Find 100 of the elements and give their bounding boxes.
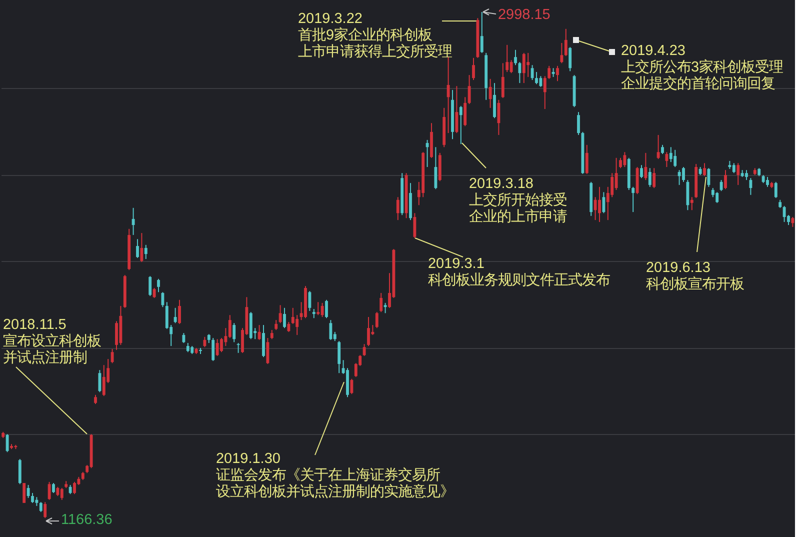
annotation: 1166.36 [61, 512, 112, 528]
candlestick [136, 238, 139, 258]
annotation: 2019.3.1 科创板业务规则文件正式发布 [428, 256, 610, 288]
candlestick [26, 484, 30, 498]
candlestick [661, 144, 664, 155]
candlestick [18, 458, 22, 485]
candlestick [287, 321, 290, 332]
candlestick [791, 216, 794, 228]
annotation: 2019.3.22 首批9家企业的科创板上市申请获得上交所受理 [298, 11, 452, 60]
candlestick [720, 179, 723, 192]
candlestick [782, 205, 786, 222]
candlestick [736, 162, 740, 186]
candlestick [216, 338, 219, 356]
candlestick [132, 207, 135, 236]
candlestick [665, 152, 668, 168]
candlestick [144, 244, 148, 260]
candlestick [94, 394, 97, 405]
candlestick [497, 99, 500, 136]
candlestick [262, 324, 265, 358]
candlestick [236, 342, 240, 354]
candlestick [514, 49, 517, 66]
candlestick [526, 52, 530, 78]
candlestick [602, 192, 606, 214]
candlestick [60, 487, 64, 500]
candlestick [619, 157, 622, 169]
candlestick [652, 168, 656, 188]
candlestick [212, 337, 215, 362]
candlestick [52, 482, 55, 494]
candlestick [152, 288, 156, 298]
candlestick [325, 299, 328, 319]
candlestick [568, 46, 572, 72]
candlestick [220, 337, 223, 353]
candlestick [6, 434, 9, 453]
candlestick [22, 482, 26, 504]
candlestick [232, 322, 236, 343]
candlestick [228, 314, 232, 338]
candlestick [707, 168, 710, 188]
candlestick [362, 344, 366, 356]
candlestick [623, 152, 626, 168]
candlestick [488, 78, 492, 108]
candlestick [283, 307, 286, 329]
candlestick [535, 71, 538, 85]
candlestick [711, 188, 714, 198]
candlestick [774, 181, 778, 198]
candlestick [585, 144, 588, 174]
candlestick [396, 196, 400, 221]
candlestick [480, 12, 484, 54]
candlestick [375, 312, 378, 329]
annotation: 2998.15 [498, 7, 550, 23]
candlestick [674, 149, 677, 168]
candlestick [530, 64, 534, 80]
candlestick [316, 302, 320, 316]
candlestick [610, 172, 614, 198]
candlestick [548, 65, 551, 80]
candlestick [367, 316, 370, 347]
candlestick [455, 86, 458, 134]
candlestick [68, 484, 72, 495]
candlestick [434, 146, 438, 190]
candlestick [640, 164, 643, 179]
candlestick [539, 76, 542, 88]
candlestick [510, 60, 513, 74]
candlestick [182, 332, 186, 344]
candlestick [380, 292, 383, 313]
candlestick [472, 57, 475, 80]
candlestick [426, 139, 429, 168]
candlestick [577, 112, 580, 136]
candlestick [73, 481, 76, 495]
candlestick [312, 308, 316, 319]
candlestick [506, 44, 509, 72]
candlestick [266, 337, 270, 364]
candlestick [338, 340, 341, 374]
candlestick [493, 82, 496, 119]
candlestick [459, 105, 462, 145]
candlestick [329, 320, 332, 340]
candlestick [749, 178, 752, 196]
candlestick [518, 62, 522, 84]
candlestick [413, 212, 416, 238]
candlestick [174, 307, 177, 324]
candlestick [278, 304, 282, 324]
candlestick [148, 276, 152, 297]
candlestick [594, 196, 597, 221]
candlestick [270, 329, 274, 340]
candlestick [102, 364, 106, 397]
candlestick [186, 342, 190, 353]
candlestick [56, 486, 60, 496]
candlestick [384, 302, 387, 314]
candlestick [716, 192, 719, 204]
candlestick [48, 481, 51, 500]
candlestick [556, 65, 559, 82]
candlestick [656, 134, 660, 160]
annotation: 2019.1.30 证监会发布《关于在上海证券交易所设立科创板并试点注册制的实施意见》 [216, 451, 454, 500]
candlestick [632, 186, 635, 213]
candlestick [501, 62, 504, 98]
candlestick [745, 170, 748, 180]
candlestick [446, 56, 450, 134]
candlestick [258, 324, 261, 340]
candlestick [464, 96, 467, 127]
candlestick [766, 176, 769, 188]
candlestick [732, 162, 736, 174]
candlestick [110, 348, 114, 364]
